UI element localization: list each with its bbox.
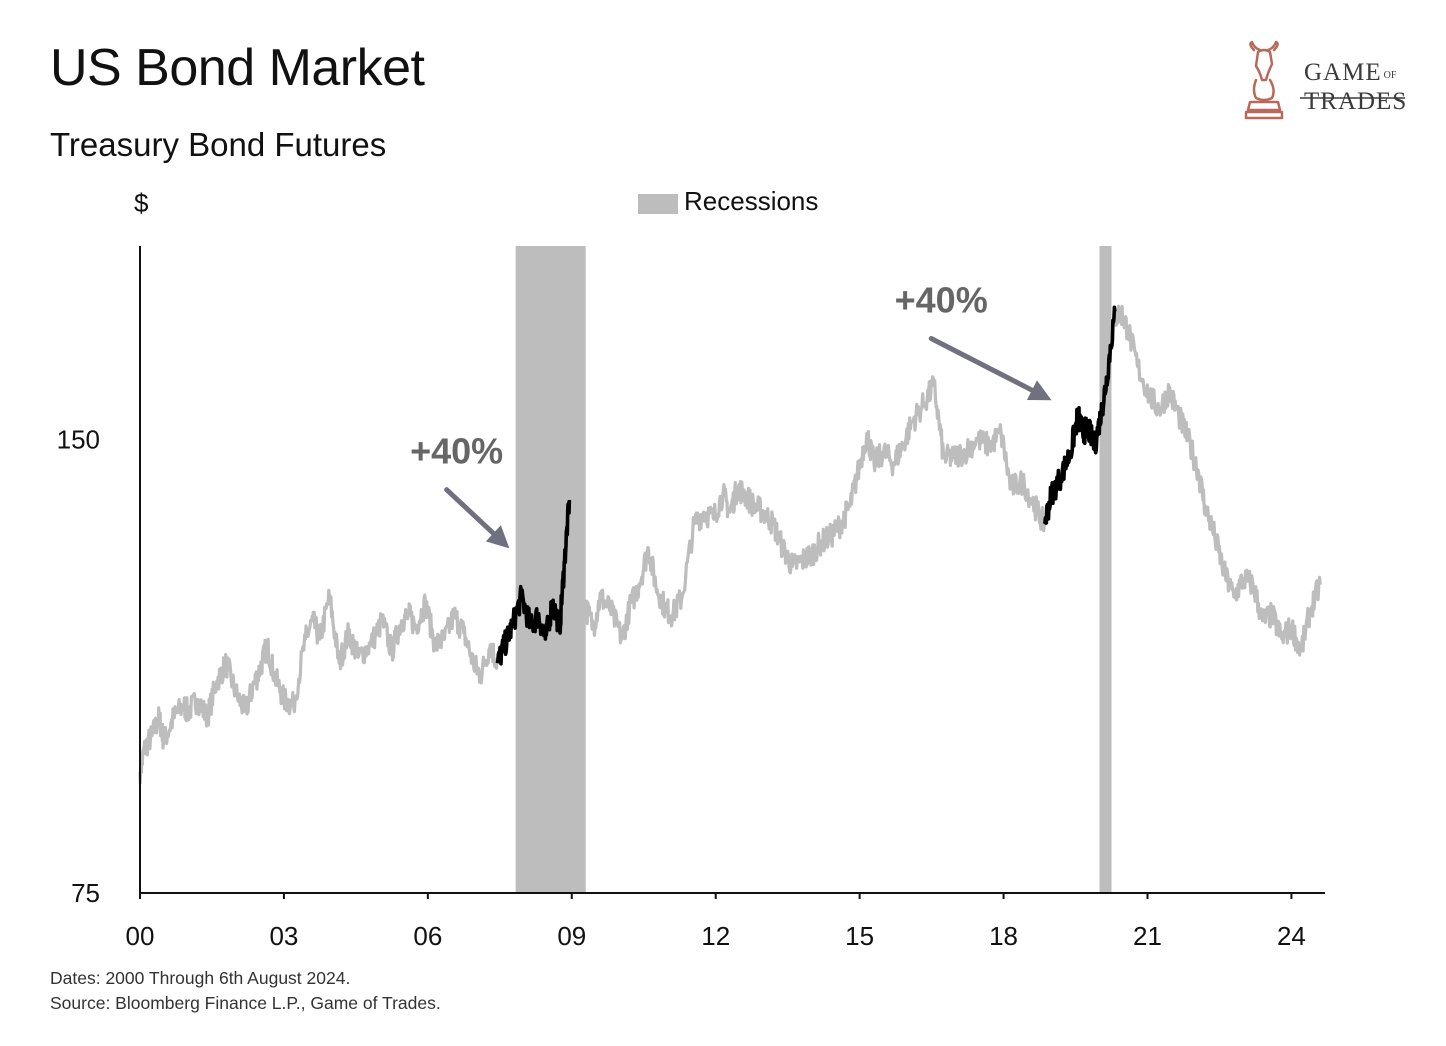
- logo-of: OF: [1383, 70, 1397, 81]
- logo-text: GAME OF TRADES: [1304, 60, 1407, 115]
- price-series: [138, 304, 1322, 785]
- y-tick-label-75: 75: [71, 878, 100, 908]
- recession-band-0: [515, 246, 586, 893]
- x-tick-label-18: 18: [989, 921, 1018, 951]
- x-tick-label-15: 15: [845, 921, 874, 951]
- annotation-arrow-0: [444, 487, 502, 542]
- legend: Recessions: [638, 186, 818, 217]
- x-tick-label-24: 24: [1277, 921, 1306, 951]
- x-tick-label-12: 12: [701, 921, 730, 951]
- footer-dates: Dates: 2000 Through 6th August 2024.: [50, 968, 351, 988]
- x-tick-label-21: 21: [1133, 921, 1162, 951]
- axes: 75 150 00 03 06 09 12 15 18 21 24: [57, 246, 1325, 951]
- y-axis-unit-label: $: [134, 188, 149, 218]
- annotation-arrowhead-0: [485, 525, 510, 549]
- recession-band-1: [1099, 246, 1112, 893]
- y-tick-label-150: 150: [57, 424, 100, 454]
- annotation-arrowhead-1: [1026, 380, 1052, 401]
- annotation-label-1: +40%: [895, 280, 988, 321]
- annotation-arrow-1: [928, 336, 1042, 397]
- legend-swatch-recessions: [638, 193, 678, 214]
- highlight-segment-0: [495, 499, 572, 666]
- series-line: [138, 304, 1322, 785]
- highlight-segment-1: [1042, 305, 1117, 526]
- footer-source: Source: Bloomberg Finance L.P., Game of …: [50, 993, 441, 1013]
- footer: Dates: 2000 Through 6th August 2024. Sou…: [50, 966, 441, 1016]
- bull-knight-chess-piece-icon: [1244, 40, 1405, 120]
- annotation-label-0: +40%: [410, 431, 503, 472]
- logo-line1: GAME: [1304, 59, 1382, 86]
- legend-label-recessions: Recessions: [684, 186, 819, 216]
- recession-bands: [515, 246, 1112, 893]
- x-tick-label-09: 09: [557, 921, 586, 951]
- x-tick-label-03: 03: [269, 921, 298, 951]
- logo-line2: TRADES: [1304, 88, 1408, 115]
- chart-title: US Bond Market: [50, 39, 425, 97]
- x-tick-label-00: 00: [126, 921, 155, 951]
- chart-subtitle: Treasury Bond Futures: [50, 126, 387, 163]
- x-tick-label-06: 06: [413, 921, 442, 951]
- annotations: +40% +40%: [410, 280, 1052, 549]
